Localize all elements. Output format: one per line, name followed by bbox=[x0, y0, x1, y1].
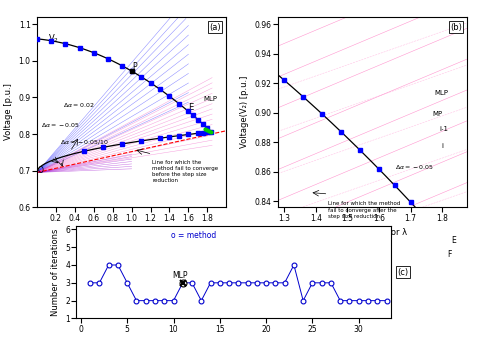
Y-axis label: Number of iterations: Number of iterations bbox=[51, 228, 60, 316]
Text: O: O bbox=[38, 166, 44, 175]
Text: MP: MP bbox=[432, 111, 443, 117]
Y-axis label: Voltage [p.u.]: Voltage [p.u.] bbox=[4, 84, 13, 141]
Text: $\Delta\alpha=0.02$: $\Delta\alpha=0.02$ bbox=[63, 100, 95, 109]
Text: F: F bbox=[447, 250, 452, 259]
Text: $\Delta\alpha=-0.05$: $\Delta\alpha=-0.05$ bbox=[395, 163, 434, 171]
Text: o = method: o = method bbox=[171, 231, 216, 240]
Text: i: i bbox=[441, 143, 443, 149]
Text: E: E bbox=[188, 102, 194, 112]
Text: (a): (a) bbox=[209, 23, 220, 32]
Text: $\Delta\alpha=-0.05/10$: $\Delta\alpha=-0.05/10$ bbox=[60, 138, 109, 146]
Text: (c): (c) bbox=[398, 268, 408, 277]
Text: MLP: MLP bbox=[172, 271, 188, 280]
Text: Line for which the method
fail to converge after the
step size reduction: Line for which the method fail to conver… bbox=[329, 201, 401, 219]
Text: MLP: MLP bbox=[204, 96, 217, 102]
Text: $\Delta\alpha=-0.05$: $\Delta\alpha=-0.05$ bbox=[41, 121, 80, 129]
Text: MLP: MLP bbox=[434, 90, 448, 96]
Y-axis label: Voltage(V₂) [p.u.]: Voltage(V₂) [p.u.] bbox=[240, 76, 249, 148]
Text: V$_2$: V$_2$ bbox=[48, 33, 59, 45]
X-axis label: Loading factor λ: Loading factor λ bbox=[97, 228, 166, 237]
Text: $h_\nu$: $h_\nu$ bbox=[316, 259, 325, 270]
Text: i-1: i-1 bbox=[439, 125, 448, 131]
Text: P: P bbox=[132, 62, 137, 71]
Text: Line for which the
method fail to converge
before the step size
reduction: Line for which the method fail to conver… bbox=[153, 160, 218, 183]
Text: $h_{\nu-1}$: $h_{\nu-1}$ bbox=[297, 278, 315, 288]
X-axis label: Loading factor λ: Loading factor λ bbox=[338, 228, 407, 237]
Text: E: E bbox=[452, 236, 457, 245]
Text: (b): (b) bbox=[450, 23, 461, 32]
